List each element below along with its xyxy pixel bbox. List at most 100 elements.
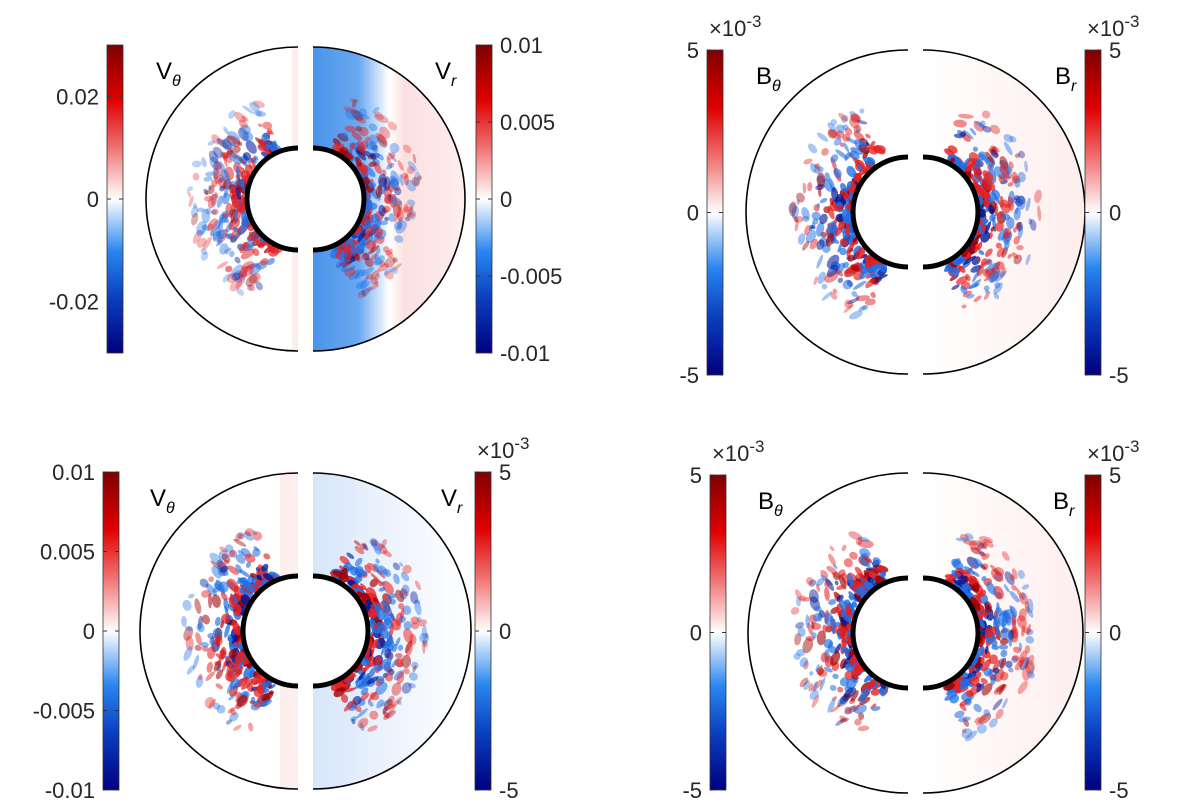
colorbar-tick-label: 5	[499, 460, 511, 485]
field-blob	[825, 233, 835, 247]
field-blob	[237, 532, 244, 540]
field-blob	[355, 125, 363, 132]
field-blob	[1014, 178, 1021, 188]
field-blob	[404, 216, 411, 222]
field-label-right: Br	[1055, 63, 1077, 95]
label-subscript: r	[1069, 503, 1075, 520]
field-blob	[802, 596, 813, 602]
field-blob	[377, 154, 384, 161]
field-blob	[1005, 660, 1013, 668]
field-blob	[227, 247, 232, 252]
field-blob	[960, 285, 968, 295]
field-blob	[229, 250, 235, 258]
field-blob	[393, 221, 403, 231]
field-blob	[218, 220, 224, 233]
field-blob	[863, 581, 872, 590]
panel-top-left: Vθ 0.02 0 -0.02 Vr 0.01 0.005 0 -0.005 -0.01	[49, 33, 563, 366]
field-blob	[984, 221, 991, 235]
field-blob	[854, 159, 865, 169]
field-blob	[391, 643, 398, 653]
field-blob	[1009, 574, 1015, 581]
field-blob	[219, 649, 227, 656]
field-blob	[962, 255, 976, 265]
field-blob	[227, 565, 239, 575]
field-blob	[1019, 650, 1028, 664]
field-blob	[370, 152, 377, 161]
field-blob	[343, 687, 356, 693]
field-blob	[957, 113, 974, 119]
field-blob	[832, 673, 839, 679]
field-blob	[216, 228, 229, 243]
field-blob	[263, 573, 274, 581]
field-blob	[393, 185, 401, 192]
field-blob	[379, 126, 391, 139]
field-blob	[1018, 150, 1026, 159]
field-blob	[235, 669, 243, 676]
field-blob	[824, 172, 831, 182]
field-blob	[395, 589, 405, 603]
field-blob	[1015, 587, 1024, 601]
field-blob	[208, 150, 219, 164]
field-blob	[236, 606, 243, 614]
field-blob	[394, 235, 404, 243]
field-blob	[817, 613, 822, 622]
field-blob	[839, 717, 849, 723]
field-blob	[384, 216, 390, 222]
field-blob	[960, 131, 966, 138]
field-blob	[223, 184, 229, 199]
field-blob	[839, 247, 847, 256]
field-blob	[816, 254, 824, 269]
field-blob	[201, 224, 210, 231]
colorbar-left: 5 0 -5 ×10-3	[679, 12, 761, 388]
field-blob	[813, 681, 818, 692]
field-blob	[396, 200, 403, 206]
field-blob	[858, 712, 865, 720]
field-blob	[853, 580, 868, 589]
field-blob	[855, 585, 865, 595]
field-blob	[220, 151, 232, 164]
field-blob	[220, 592, 228, 601]
colorbar-tick-label: -0.02	[49, 290, 99, 315]
field-blob	[228, 597, 236, 610]
field-blob	[188, 196, 194, 208]
field-blob	[975, 715, 987, 726]
field-blob	[236, 165, 241, 180]
field-blob	[852, 280, 867, 290]
field-blob	[865, 142, 870, 146]
field-blob	[196, 207, 206, 213]
field-blob	[218, 138, 223, 146]
field-blob	[794, 220, 799, 232]
field-blob	[233, 538, 247, 547]
field-blob	[833, 167, 842, 178]
field-blob	[411, 661, 419, 670]
field-blob	[827, 129, 837, 139]
field-blob	[827, 205, 835, 220]
colorbar-tick-label: 0.005	[40, 540, 95, 565]
field-blob	[366, 676, 379, 685]
field-blob	[355, 280, 370, 289]
field-blob	[365, 605, 370, 611]
field-blob	[219, 185, 225, 192]
colorbar-tick-label: 0	[83, 619, 95, 644]
field-blob	[359, 275, 369, 288]
field-blob	[973, 703, 982, 713]
field-blob	[1012, 655, 1020, 662]
field-blob	[240, 594, 251, 606]
field-blob	[980, 678, 988, 685]
field-blob	[996, 602, 1000, 614]
field-blob	[355, 163, 365, 175]
field-blob	[269, 571, 280, 579]
field-blob	[949, 157, 956, 163]
field-blob	[953, 119, 967, 128]
field-blob	[1025, 197, 1031, 212]
field-blob	[839, 693, 850, 705]
field-map	[313, 473, 471, 789]
field-blob	[807, 143, 818, 154]
field-blob	[1012, 175, 1021, 184]
inner-boundary	[240, 573, 299, 689]
field-blob	[236, 676, 249, 688]
field-blob	[364, 200, 373, 210]
field-blob	[859, 141, 867, 148]
field-blob	[857, 164, 863, 171]
field-blob	[358, 108, 367, 118]
